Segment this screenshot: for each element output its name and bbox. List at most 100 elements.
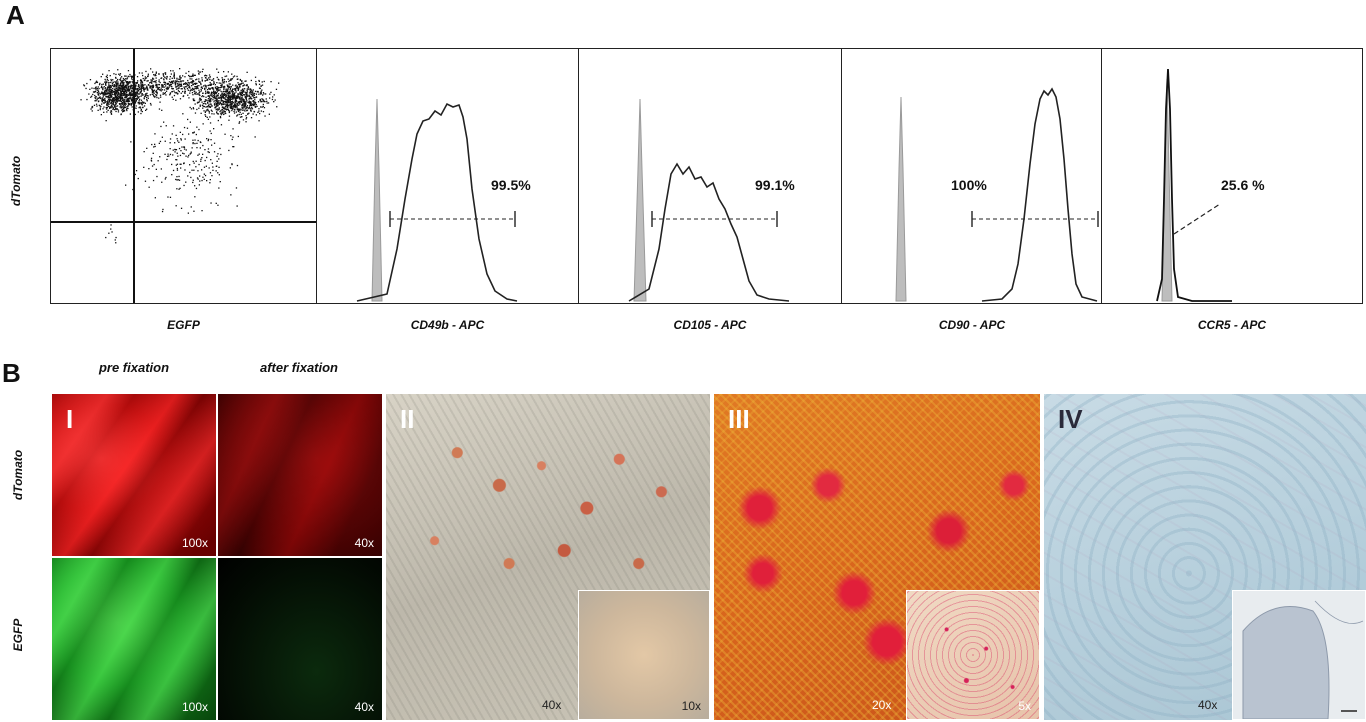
scatter-dot xyxy=(221,100,223,102)
scatter-dot xyxy=(152,152,154,154)
scatter-dot xyxy=(215,96,217,98)
scatter-dot xyxy=(175,134,177,136)
scatter-dot xyxy=(164,76,166,78)
scatter-dot xyxy=(134,107,136,109)
scatter-dot xyxy=(168,155,170,157)
scatter-dot xyxy=(107,109,109,111)
scatter-dot xyxy=(112,88,114,90)
scatter-dot xyxy=(225,112,227,115)
scatter-dot xyxy=(117,88,119,90)
scatter-dot xyxy=(197,87,199,89)
scatter-dot xyxy=(220,86,222,88)
scatter-dot xyxy=(115,107,117,109)
mag-egfp-after: 40x xyxy=(354,700,374,714)
scatter-dot xyxy=(155,84,157,86)
scatter-dot xyxy=(143,90,145,92)
scatter-dot xyxy=(190,85,193,87)
scatter-dot xyxy=(126,107,128,109)
scatter-dot xyxy=(208,92,210,94)
scatter-dot xyxy=(161,210,164,213)
scatter-dot xyxy=(222,96,224,98)
scatter-dot xyxy=(178,141,180,143)
scatter-dot xyxy=(120,85,122,87)
sample-curve xyxy=(356,102,518,302)
scatter-dot xyxy=(225,94,227,96)
scatter-dot xyxy=(137,97,139,99)
scatter-dot xyxy=(239,91,241,93)
scatter-dot xyxy=(189,171,191,174)
scatter-dot xyxy=(120,98,122,100)
scatter-dot xyxy=(207,148,210,150)
scatter-dot xyxy=(146,92,148,94)
scatter-dot xyxy=(155,80,157,82)
scatter-dot xyxy=(151,93,153,95)
scatter-dot xyxy=(241,82,243,84)
scatter-dot xyxy=(194,87,196,90)
scatter-dot xyxy=(173,73,175,75)
scatter-dot xyxy=(170,70,172,72)
scatter-dot xyxy=(142,86,145,89)
scatter-dot xyxy=(142,77,144,80)
scatter-dot xyxy=(237,87,239,89)
scatter-dot xyxy=(232,95,234,98)
scatter-dot xyxy=(207,151,209,153)
scatter-dot xyxy=(120,97,122,99)
scatter-dot xyxy=(120,77,122,79)
scatter-dot xyxy=(243,99,245,101)
scatter-dot xyxy=(246,100,248,102)
scatter-dot xyxy=(195,160,197,162)
scatter-dot xyxy=(244,94,246,96)
scatter-dot xyxy=(112,98,114,100)
scatter-dot xyxy=(112,108,114,110)
scatter-dot xyxy=(150,85,152,87)
scatter-dot xyxy=(155,91,157,93)
scatter-dot xyxy=(258,108,260,110)
scatter-dot xyxy=(251,106,253,108)
scatter-dot xyxy=(220,114,222,116)
scatter-dot xyxy=(141,103,143,105)
scatter-dot xyxy=(169,83,172,85)
scatter-dot xyxy=(125,95,127,97)
scatter-dot xyxy=(130,86,132,88)
scatter-dot xyxy=(239,86,241,88)
scatter-dot xyxy=(136,90,138,93)
scatter-dot xyxy=(140,112,142,115)
scatter-dot xyxy=(149,102,152,105)
scatter-dot xyxy=(209,106,212,108)
scatter-dot xyxy=(152,89,154,91)
scatter-dot xyxy=(159,94,162,96)
scatter-dot xyxy=(198,107,200,109)
scatter-dot xyxy=(131,90,133,92)
scatter-dot xyxy=(142,74,144,77)
scatter-dot xyxy=(204,102,206,105)
scatter-dot xyxy=(251,103,254,105)
histogram-cd49b-svg xyxy=(356,98,518,302)
scatter-dot xyxy=(126,109,128,112)
scatter-dot xyxy=(237,93,239,95)
scatter-dot xyxy=(98,84,101,86)
scatter-dot xyxy=(163,121,165,123)
fluor-dtomato-after: 40x xyxy=(218,394,382,556)
isotype-peak xyxy=(371,98,383,302)
scatter-dot xyxy=(237,82,239,84)
scatter-dot xyxy=(217,90,219,92)
scatter-dot xyxy=(197,139,199,142)
scatter-dot xyxy=(202,92,204,94)
scatter-dot xyxy=(204,74,207,76)
scatter-dot xyxy=(155,94,157,96)
scatter-dot xyxy=(115,92,118,94)
scatter-dot xyxy=(107,89,109,91)
scatter-dot xyxy=(192,73,194,75)
scatter-dot xyxy=(152,86,154,88)
scatter-dot xyxy=(240,101,242,103)
scatter-dot xyxy=(238,104,240,106)
scatter-dot xyxy=(106,76,108,79)
scatter-dot xyxy=(206,116,208,118)
scatter-dot xyxy=(236,115,238,117)
scatter-dot xyxy=(250,101,252,103)
scatter-dot xyxy=(233,104,235,107)
scatter-dot xyxy=(130,84,132,86)
scatter-dot xyxy=(199,104,201,106)
scatter-dot xyxy=(106,111,108,113)
scatter-dot xyxy=(227,85,229,87)
